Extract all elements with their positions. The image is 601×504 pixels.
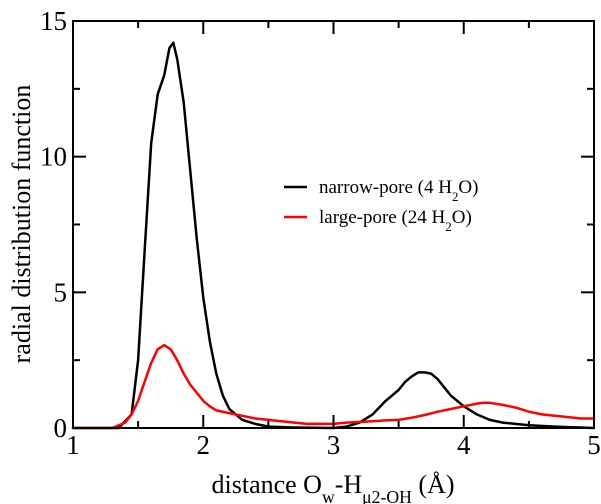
x-tick-label: 4	[457, 430, 471, 460]
x-tick-label: 3	[327, 430, 341, 460]
legend-label-1: large-pore (24 H2O)	[319, 207, 472, 234]
series-line-0	[71, 41, 596, 430]
series-line-1	[71, 343, 596, 430]
ticks-layer: 1 2 3 4 5 0 5 10 15	[40, 6, 601, 460]
text-part: (Å)	[412, 470, 455, 499]
legend: narrow-pore (4 H2O)large-pore (24 H2O)	[284, 177, 478, 234]
x-tick-label: 5	[587, 430, 601, 460]
y-tick-label: 0	[54, 413, 68, 443]
text-part: narrow-pore (4 H	[319, 177, 452, 198]
y-axis-title: radial distribution function	[7, 85, 36, 364]
subscript-text: 2	[445, 219, 451, 234]
x-tick-label: 1	[66, 430, 80, 460]
subscript-text: μ2-OH	[362, 487, 412, 504]
x-tick-label: 2	[197, 430, 211, 460]
y-tick-label: 10	[40, 142, 67, 172]
x-axis-title: distance Ow-Hμ2-OH (Å)	[212, 470, 455, 504]
text-part: distance O	[212, 470, 322, 499]
text-part: O)	[458, 177, 478, 198]
y-tick-label: 5	[54, 277, 68, 307]
subscript-text: 2	[452, 189, 458, 204]
text-part: large-pore (24 H	[319, 207, 446, 228]
text-part: -H	[335, 470, 363, 499]
subscript-text: w	[322, 487, 335, 504]
y-tick-label: 15	[40, 6, 67, 36]
text-part: O)	[452, 207, 472, 228]
series-layer	[71, 41, 596, 430]
legend-label-0: narrow-pore (4 H2O)	[319, 177, 478, 204]
